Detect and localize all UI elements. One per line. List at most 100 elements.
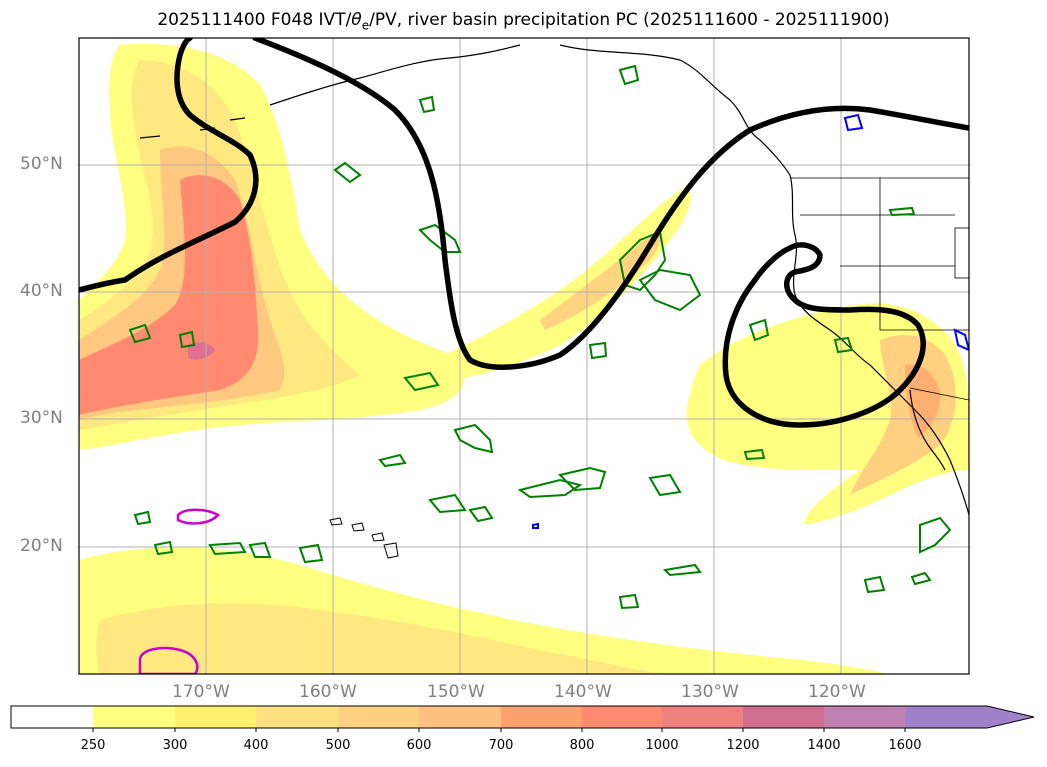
colorbar-label-1000: 1000 bbox=[645, 738, 679, 753]
colorbar-label-400: 400 bbox=[243, 738, 269, 753]
ivt-south-300 bbox=[96, 603, 660, 674]
lat-label-50: 50°N bbox=[20, 154, 63, 174]
precip-contours-magenta bbox=[138, 508, 220, 674]
colorbar-label-1200: 1200 bbox=[726, 738, 760, 753]
ivt-east-600 bbox=[905, 364, 941, 438]
precip-green-contour bbox=[453, 423, 494, 454]
lon-label-150w: 150°W bbox=[427, 682, 485, 702]
colorbar-label-250: 250 bbox=[80, 738, 106, 753]
colorbar-segment-1000-1200 bbox=[662, 706, 743, 728]
colorbar-segment-700-800 bbox=[501, 706, 582, 728]
map-title: 2025111400 F048 IVT/θe/PV, river basin p… bbox=[157, 10, 890, 33]
pv-contour-cutoff-low bbox=[722, 242, 926, 428]
lon-label-120w: 120°W bbox=[808, 682, 866, 702]
precip-magenta-contour bbox=[138, 646, 199, 674]
precip-green-contour bbox=[743, 448, 766, 461]
precip-green-contour bbox=[888, 206, 916, 217]
precip-green-contour bbox=[208, 541, 247, 556]
precip-green-contour bbox=[618, 64, 640, 86]
precip-green-contour bbox=[517, 478, 583, 499]
precip-blue-contour bbox=[532, 522, 539, 529]
precip-green-contour bbox=[418, 223, 462, 253]
precip-green-contour bbox=[153, 540, 174, 556]
map-frame bbox=[78, 37, 970, 675]
precip-green-contour bbox=[558, 466, 607, 492]
precip-green-contour bbox=[298, 543, 324, 564]
colorbar-segment-300-400 bbox=[175, 706, 256, 728]
colorbar-segment-1400-1600 bbox=[824, 706, 905, 728]
lon-label-160w: 160°W bbox=[299, 682, 357, 702]
island-maui bbox=[371, 532, 385, 542]
colorbar-outline bbox=[10, 705, 1035, 729]
pv-contour-main bbox=[252, 38, 969, 370]
precip-green-contour bbox=[378, 453, 407, 468]
precip-green-contour bbox=[662, 563, 702, 577]
colorbar-segment-800-1000 bbox=[582, 706, 662, 728]
precip-green-contour bbox=[428, 493, 467, 514]
island-big-island bbox=[383, 542, 399, 559]
precip-blue-contour bbox=[953, 328, 969, 352]
hawaii-islands bbox=[329, 517, 399, 559]
colorbar-segment-400-500 bbox=[256, 706, 338, 728]
colorbar-label-300: 300 bbox=[162, 738, 188, 753]
precip-green-contour bbox=[403, 371, 440, 392]
colorbar-label-500: 500 bbox=[325, 738, 351, 753]
border-us-mexico bbox=[909, 387, 969, 401]
precip-green-contour bbox=[618, 593, 640, 610]
lat-label-20: 20°N bbox=[20, 536, 63, 556]
colorbar-label-1600: 1600 bbox=[888, 738, 922, 753]
precip-green-contour bbox=[248, 541, 272, 558]
colorbar-segment-1600-1800 bbox=[905, 706, 987, 728]
lat-label-30: 30°N bbox=[20, 408, 63, 428]
precip-green-contour bbox=[919, 516, 952, 554]
colorbar-segment-500-600 bbox=[338, 706, 419, 728]
coastline-west-coast bbox=[789, 174, 969, 516]
precip-contours-blue bbox=[532, 113, 969, 529]
colorbar-label-700: 700 bbox=[488, 738, 514, 753]
pv-contour-western-trough bbox=[79, 38, 259, 293]
precip-contours-green bbox=[128, 64, 952, 610]
ivt-central-250 bbox=[380, 189, 691, 390]
precip-green-contour bbox=[910, 571, 932, 586]
precip-green-contour bbox=[863, 575, 886, 594]
precip-green-contour bbox=[468, 505, 494, 523]
precip-green-contour bbox=[648, 473, 682, 497]
colorbar-label-600: 600 bbox=[406, 738, 432, 753]
ivt-shading bbox=[79, 43, 969, 674]
border-idaho bbox=[954, 227, 969, 279]
colorbar-extend-arrow bbox=[987, 706, 1034, 728]
colorbar-label-800: 800 bbox=[569, 738, 595, 753]
island-oahu bbox=[351, 522, 365, 532]
colorbar-ticks bbox=[92, 728, 906, 732]
precip-magenta-contour bbox=[176, 508, 220, 525]
precip-green-contour bbox=[748, 318, 770, 342]
graticule bbox=[79, 38, 969, 674]
pv-contour bbox=[79, 38, 969, 428]
lat-label-40: 40°N bbox=[20, 281, 63, 301]
coastlines bbox=[139, 44, 969, 516]
ivt-ar-west-1200 bbox=[188, 342, 215, 360]
precip-green-contour bbox=[128, 323, 152, 344]
lon-label-170w: 170°W bbox=[172, 682, 230, 702]
lon-label-140w: 140°W bbox=[554, 682, 612, 702]
precip-green-contour bbox=[588, 341, 608, 360]
precip-green-contour bbox=[418, 95, 436, 114]
coastline-baja bbox=[909, 389, 946, 471]
precip-blue-contour bbox=[843, 113, 864, 132]
precip-green-contour bbox=[178, 330, 196, 349]
map-panel bbox=[79, 38, 969, 674]
precip-green-contour bbox=[333, 161, 362, 184]
island-kauai bbox=[329, 517, 343, 526]
precip-green-contour bbox=[618, 230, 667, 292]
colorbar-segment-below-250 bbox=[11, 706, 93, 728]
colorbar-segment-250-300 bbox=[93, 706, 175, 728]
precip-green-contour bbox=[638, 268, 702, 312]
precip-green-contour bbox=[133, 510, 152, 526]
ivt-central-400 bbox=[540, 231, 662, 330]
coastline-alaska bbox=[269, 44, 791, 176]
precip-green-contour bbox=[833, 336, 854, 354]
colorbar bbox=[10, 705, 1035, 732]
colorbar-segment-1200-1400 bbox=[743, 706, 824, 728]
colorbar-label-1400: 1400 bbox=[807, 738, 841, 753]
